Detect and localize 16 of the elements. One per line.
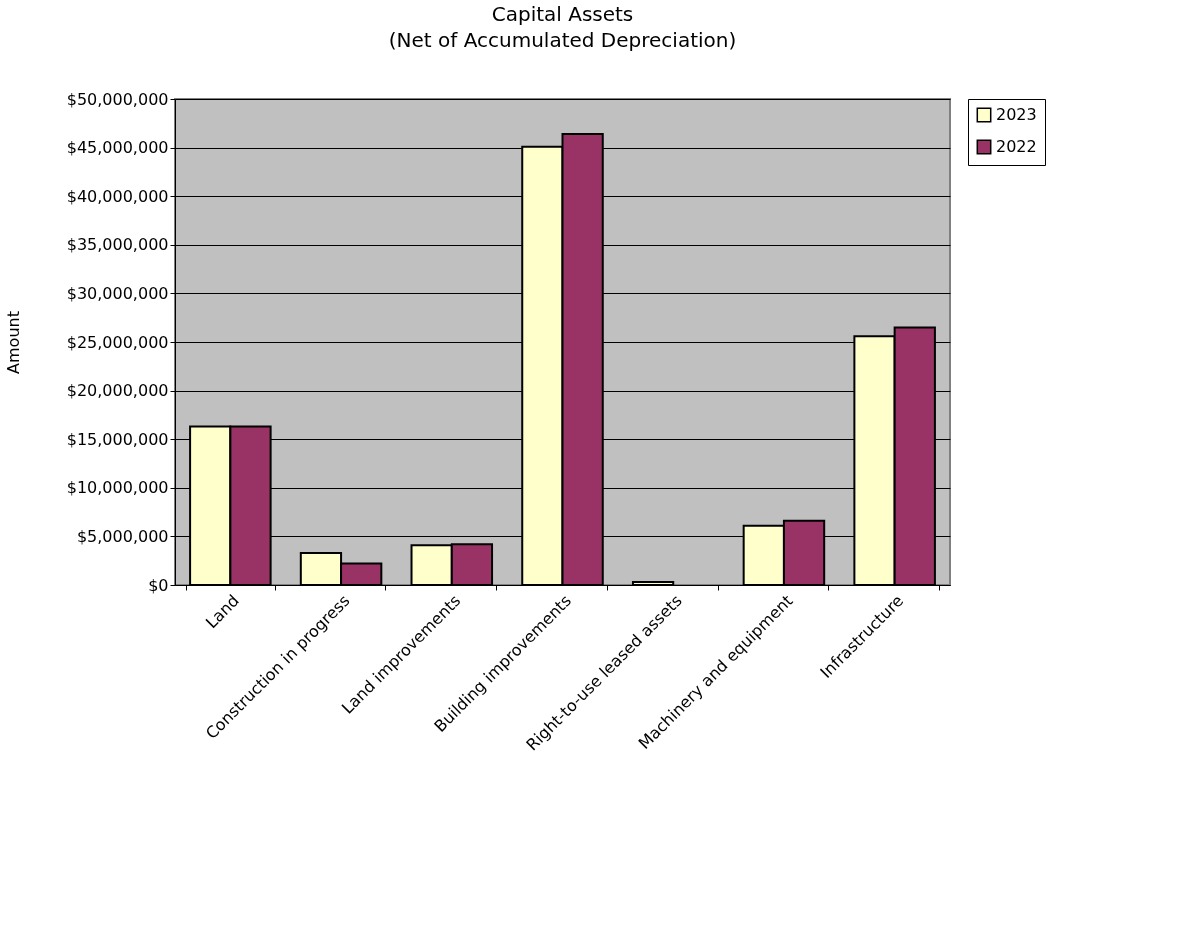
chart-subtitle: (Net of Accumulated Depreciation) <box>388 28 737 52</box>
y-tick-label: $45,000,000 <box>66 138 169 158</box>
y-tick-label: $15,000,000 <box>66 429 169 449</box>
y-tick-label: $35,000,000 <box>66 235 169 255</box>
chart-title: Capital Assets <box>491 2 634 26</box>
y-tick-label: $20,000,000 <box>66 381 169 401</box>
legend-label: 2022 <box>996 137 1037 156</box>
y-tick-label: $5,000,000 <box>76 526 169 546</box>
y-tick-label: $0 <box>148 575 169 595</box>
y-tick-label: $40,000,000 <box>66 186 169 206</box>
legend-label: 2023 <box>996 105 1037 124</box>
y-tick-label: $50,000,000 <box>66 89 169 109</box>
y-tick-label: $30,000,000 <box>66 283 169 303</box>
y-tick-label: $10,000,000 <box>66 478 169 498</box>
y-axis-title: Amount <box>3 311 23 374</box>
y-tick-label: $25,000,000 <box>66 332 169 352</box>
